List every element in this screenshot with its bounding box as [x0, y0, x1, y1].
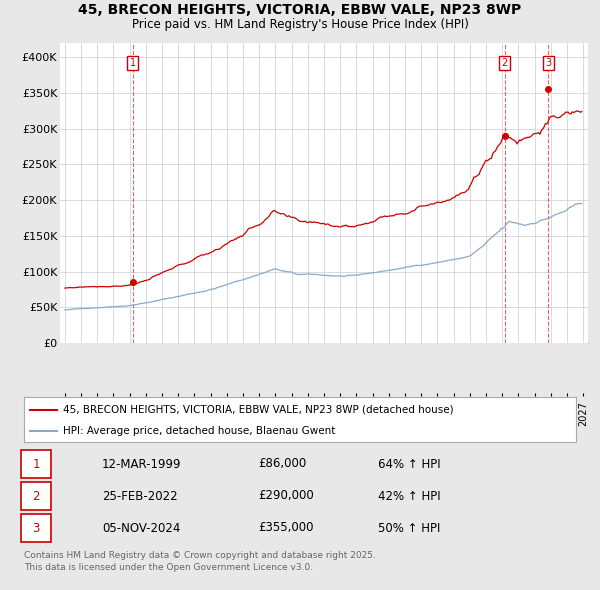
- Text: £290,000: £290,000: [258, 490, 314, 503]
- Text: This data is licensed under the Open Government Licence v3.0.: This data is licensed under the Open Gov…: [24, 563, 313, 572]
- Text: Contains HM Land Registry data © Crown copyright and database right 2025.: Contains HM Land Registry data © Crown c…: [24, 551, 376, 560]
- Text: £355,000: £355,000: [258, 522, 314, 535]
- FancyBboxPatch shape: [21, 514, 51, 542]
- Text: 05-NOV-2024: 05-NOV-2024: [102, 522, 181, 535]
- Text: 64% ↑ HPI: 64% ↑ HPI: [378, 457, 440, 470]
- Text: £86,000: £86,000: [258, 457, 306, 470]
- Text: 2: 2: [32, 490, 40, 503]
- Text: 45, BRECON HEIGHTS, VICTORIA, EBBW VALE, NP23 8WP: 45, BRECON HEIGHTS, VICTORIA, EBBW VALE,…: [79, 3, 521, 17]
- Text: 1: 1: [32, 457, 40, 470]
- FancyBboxPatch shape: [21, 482, 51, 510]
- Text: 3: 3: [545, 58, 551, 68]
- Text: 1: 1: [130, 58, 136, 68]
- Text: 42% ↑ HPI: 42% ↑ HPI: [378, 490, 440, 503]
- Text: 45, BRECON HEIGHTS, VICTORIA, EBBW VALE, NP23 8WP (detached house): 45, BRECON HEIGHTS, VICTORIA, EBBW VALE,…: [62, 405, 453, 415]
- Text: Price paid vs. HM Land Registry's House Price Index (HPI): Price paid vs. HM Land Registry's House …: [131, 18, 469, 31]
- Text: 2: 2: [502, 58, 508, 68]
- Text: HPI: Average price, detached house, Blaenau Gwent: HPI: Average price, detached house, Blae…: [62, 426, 335, 436]
- Text: 3: 3: [32, 522, 40, 535]
- Text: 12-MAR-1999: 12-MAR-1999: [102, 457, 182, 470]
- Text: 25-FEB-2022: 25-FEB-2022: [102, 490, 178, 503]
- Text: 50% ↑ HPI: 50% ↑ HPI: [378, 522, 440, 535]
- FancyBboxPatch shape: [21, 450, 51, 478]
